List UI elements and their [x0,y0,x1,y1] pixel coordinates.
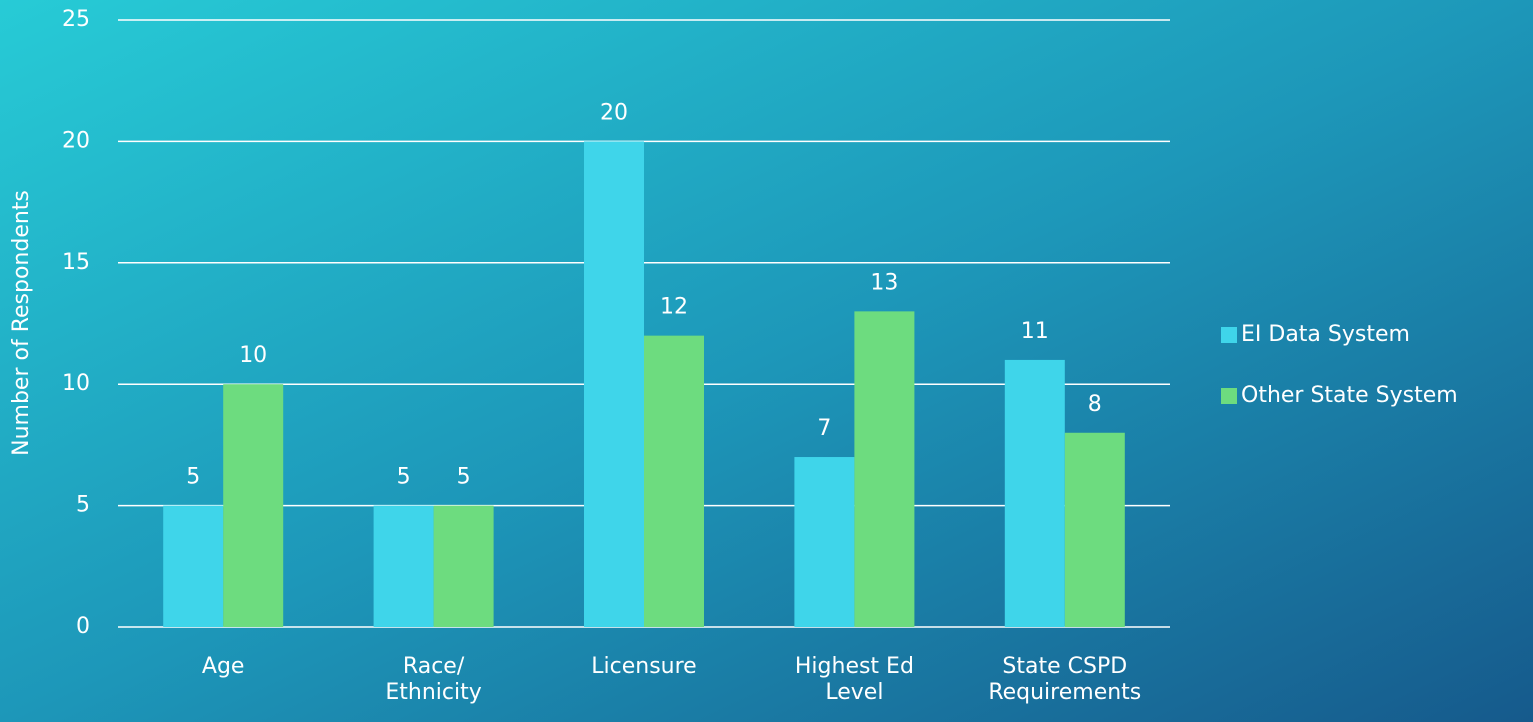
y-axis-label: Number of Respondents [9,190,34,456]
bar [1064,432,1125,627]
data-label: 10 [239,343,267,368]
data-label: 5 [397,465,411,490]
bar [163,505,224,627]
bar [644,335,704,627]
y-tick-label: 15 [62,250,90,275]
data-label: 11 [1021,319,1049,344]
y-tick-label: 20 [62,128,90,153]
data-label: 13 [870,270,898,295]
x-tick-label: Licensure [591,654,696,679]
bar [854,311,915,627]
data-label: 5 [186,465,200,490]
x-tick-label: State CSPD Requirements [988,654,1141,705]
x-tick-label: Highest Ed Level [795,654,914,705]
bar [373,505,434,627]
x-tick-label: Race/Ethnicity [385,654,481,705]
data-label: 8 [1088,392,1102,417]
bar [433,505,494,627]
legend-swatch [1221,327,1237,343]
legend-swatch [1221,388,1237,404]
y-tick-label: 10 [62,371,90,396]
bar [584,141,644,627]
data-label: 7 [817,416,831,441]
y-tick-label: 25 [62,7,90,32]
data-label: 5 [457,465,471,490]
data-label: 20 [600,100,628,125]
y-tick-label: 5 [76,493,90,518]
bar [1004,359,1065,627]
bar [794,457,855,627]
legend-label: Other State System [1241,383,1458,408]
y-tick-label: 0 [76,614,90,639]
x-tick-label: Age [202,654,245,679]
data-label: 12 [660,295,688,320]
legend-label: EI Data System [1241,322,1410,347]
bar [223,384,284,627]
